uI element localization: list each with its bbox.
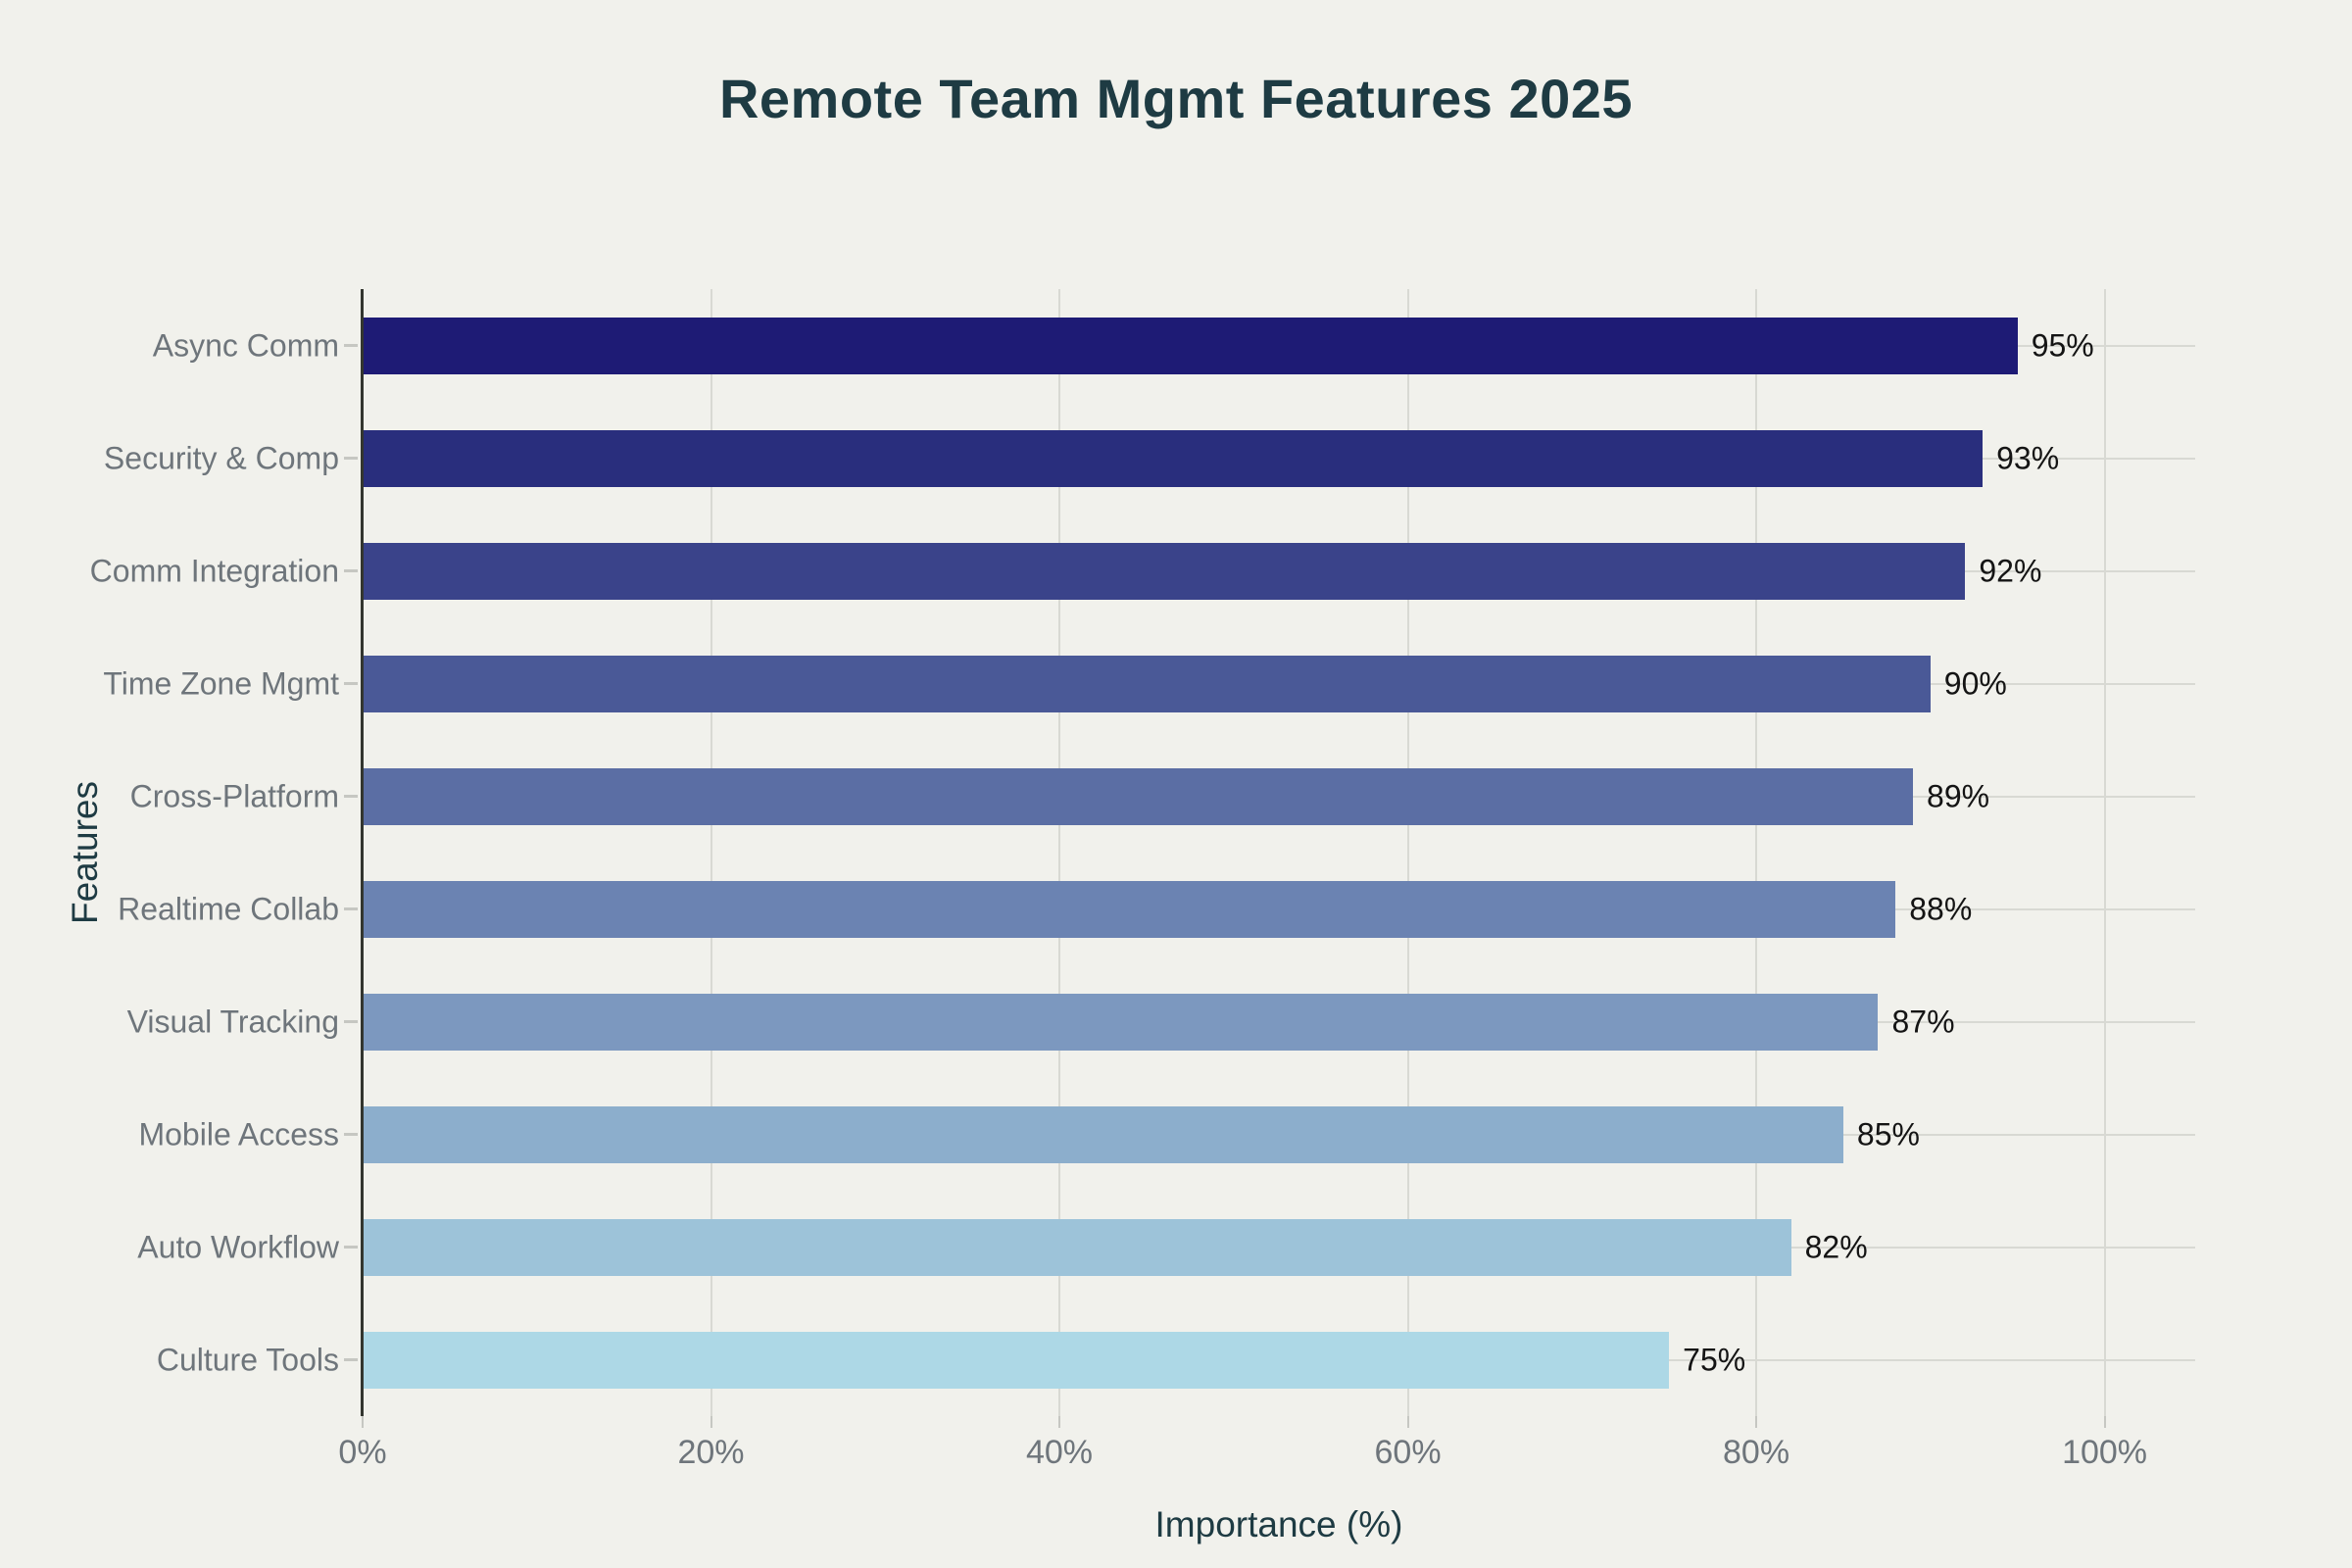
- y-axis-title: Features: [65, 780, 106, 925]
- category-label: Security & Comp: [103, 440, 339, 475]
- x-tick-label: 80%: [1723, 1434, 1790, 1471]
- category-tick-mark: [344, 1020, 358, 1023]
- bar-async-comm: [363, 317, 2018, 374]
- category-label: Culture Tools: [156, 1342, 339, 1377]
- category-tick-mark: [344, 1246, 358, 1249]
- bar-value-label: 75%: [1683, 1342, 1746, 1377]
- category-tick-mark: [344, 907, 358, 910]
- bar-value-label: 89%: [1927, 778, 1990, 813]
- x-tick-mark: [710, 1416, 712, 1428]
- x-tick-mark: [362, 1416, 364, 1428]
- gridline-vertical: [1058, 289, 1061, 1416]
- x-tick-label: 100%: [2062, 1434, 2148, 1471]
- category-tick-mark: [344, 1133, 358, 1136]
- bar-auto-workflow: [363, 1218, 1791, 1276]
- bar-value-label: 88%: [1909, 891, 1973, 926]
- bar-value-label: 90%: [1943, 665, 2007, 701]
- bar-value-label: 93%: [1996, 440, 2060, 475]
- bar-visual-tracking: [363, 993, 1879, 1051]
- y-axis-spine: [361, 289, 364, 1416]
- bar-time-zone-mgmt: [363, 655, 1931, 712]
- x-tick-mark: [1406, 1416, 1409, 1428]
- bar-mobile-access: [363, 1105, 1843, 1163]
- gridline-vertical: [710, 289, 712, 1416]
- category-tick-mark: [344, 344, 358, 347]
- bar-value-label: 95%: [2031, 327, 2094, 363]
- gridline-vertical: [1755, 289, 1758, 1416]
- category-tick-mark: [344, 795, 358, 798]
- bar-cross-platform: [363, 767, 1914, 825]
- x-axis-title: Importance (%): [1154, 1504, 1403, 1544]
- gridline-vertical: [2103, 289, 2106, 1416]
- x-tick-label: 40%: [1025, 1434, 1094, 1471]
- x-tick-label: 0%: [338, 1434, 387, 1471]
- category-label: Comm Integration: [89, 553, 339, 588]
- bar-comm-integration: [363, 542, 1966, 600]
- plot-area: 0% 20% 40% 60% 80% 100% 95% Async Comm 93% Securi…: [90, 289, 2195, 1471]
- category-label: Mobile Access: [138, 1116, 339, 1152]
- category-tick-mark: [344, 457, 358, 460]
- category-label: Realtime Collab: [118, 891, 339, 926]
- x-tick-mark: [1058, 1416, 1061, 1428]
- x-tick-label: 20%: [677, 1434, 745, 1471]
- bar-value-label: 82%: [1804, 1229, 1868, 1264]
- chart-title: Remote Team Mgmt Features 2025: [718, 68, 1634, 129]
- category-label: Cross-Platform: [129, 778, 339, 813]
- gridline-vertical: [1406, 289, 1409, 1416]
- x-tick-mark: [2103, 1416, 2106, 1428]
- bar-value-label: 92%: [1979, 553, 2042, 588]
- category-tick-mark: [344, 682, 358, 685]
- category-label: Async Comm: [152, 327, 339, 363]
- category-label: Time Zone Mgmt: [103, 665, 339, 701]
- category-label: Auto Workflow: [137, 1229, 339, 1264]
- x-tick-mark: [1755, 1416, 1758, 1428]
- bar-security-comp: [363, 429, 1984, 487]
- category-tick-mark: [344, 569, 358, 572]
- bar-value-label: 85%: [1856, 1116, 1920, 1152]
- category-tick-mark: [344, 1358, 358, 1361]
- bar-realtime-collab: [363, 880, 1896, 938]
- bar-value-label: 87%: [1891, 1004, 1955, 1039]
- x-tick-label: 60%: [1374, 1434, 1442, 1471]
- bar-culture-tools: [363, 1331, 1670, 1389]
- category-label: Visual Tracking: [126, 1004, 339, 1039]
